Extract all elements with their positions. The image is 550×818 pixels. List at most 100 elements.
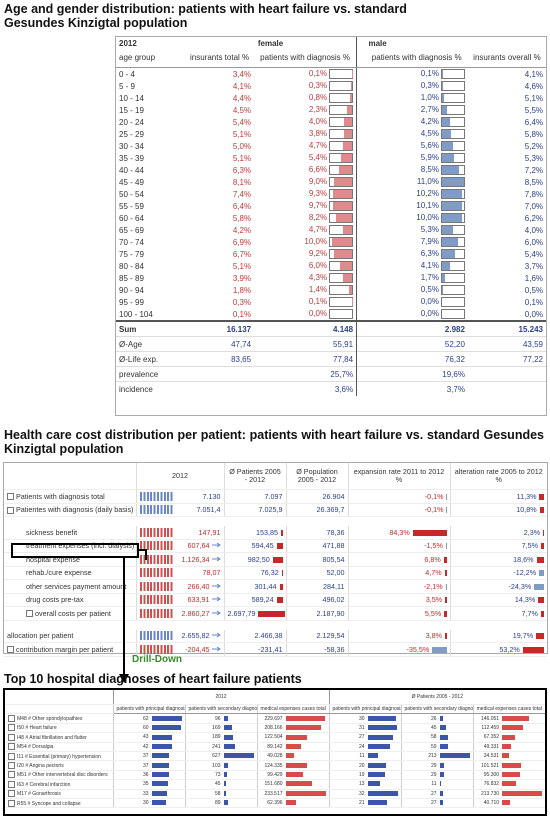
- table-cell: 7.051,4: [135, 503, 224, 517]
- row-label: M17 # Gonarthrosis: [5, 789, 113, 799]
- table-row: 10 - 14 4,4% 0,8% 1,0% 5,1%: [116, 92, 546, 104]
- cell-text: 0,0%: [420, 297, 439, 307]
- table-cell: -231,41: [223, 642, 286, 657]
- cell-text: 19,7%: [512, 631, 534, 641]
- bar-box: [440, 129, 465, 139]
- row-label: hospital expense: [4, 552, 136, 567]
- bar-box: [440, 249, 465, 259]
- table-cell: 15.243: [467, 320, 546, 337]
- table-cell: 6,4%: [468, 116, 546, 128]
- bar-box: [440, 285, 465, 295]
- value-bar: [151, 790, 168, 796]
- spacer: [356, 366, 366, 382]
- table-cell: 9,0%: [254, 176, 356, 188]
- bar-box: [440, 273, 465, 283]
- cell-text: 233.517: [264, 790, 283, 797]
- table-cell: 83,65: [185, 351, 255, 367]
- table-cell: 4,7%: [254, 140, 356, 152]
- table-cell: 3,8%: [254, 128, 356, 140]
- cell-text: 29: [430, 762, 437, 769]
- cell-text: M51 # Other intervertebral disc disorder…: [17, 772, 108, 779]
- female-bar: [333, 250, 353, 258]
- value-bar: [285, 715, 325, 721]
- cell-text: 32: [358, 790, 365, 797]
- cell-text: 589,24: [251, 595, 274, 605]
- trend-arrow: [211, 610, 221, 616]
- bar-box: [329, 201, 354, 211]
- section-title: Age and gender distribution: patients wi…: [4, 2, 407, 30]
- spacer: [356, 351, 366, 367]
- table-cell: 10 - 14: [116, 92, 185, 104]
- row-label: other services payment amount: [4, 579, 136, 594]
- cell-text: 70 - 74: [119, 237, 144, 247]
- table-row: 55 - 59 6,4% 9,7% 10,1% 7,0%: [116, 200, 546, 212]
- table-cell: 7,4%: [185, 188, 254, 200]
- cell-text: 33: [142, 790, 149, 797]
- expand-icon: [26, 610, 33, 618]
- header-row: 2012 Ø Patients 2005 - 2012 Ø Population 2…: [4, 463, 547, 490]
- column-header: Ø Patients 2005 - 2012: [223, 463, 286, 490]
- table-cell: 45 - 49: [116, 176, 185, 188]
- cell-text: I48 # Atrial fibrillation and flutter: [17, 734, 87, 741]
- value-bar: [367, 725, 397, 731]
- table-cell: 35: [112, 779, 185, 790]
- value-bar: [536, 633, 544, 640]
- table-cell: [467, 366, 546, 382]
- sparkline: [139, 644, 174, 654]
- cell-text: 26: [430, 715, 437, 722]
- cell-text: 2.187,90: [316, 608, 345, 618]
- bar-box: [329, 189, 354, 199]
- table-cell: 471,88: [285, 539, 348, 553]
- cell-text: 25,7%: [330, 369, 354, 379]
- value-bar: [534, 583, 544, 590]
- table-row: Patients with diagnosis total 7.130 7.097 2…: [4, 489, 547, 504]
- bar-box: [440, 225, 465, 235]
- cell-text: -2,1%: [423, 581, 443, 591]
- bar-box: [440, 105, 465, 115]
- table-cell: 100 - 104: [116, 308, 185, 321]
- header-row: age group insurants total % patients with …: [116, 49, 546, 68]
- sparkline: [139, 505, 174, 515]
- bar-box: [329, 225, 354, 235]
- table-cell: 5,4%: [254, 152, 356, 164]
- cell-text: Sum: [119, 324, 137, 334]
- table-cell: 9,2%: [254, 248, 356, 260]
- cost-table: 2012 Ø Patients 2005 - 2012 Ø Population 2…: [4, 463, 547, 657]
- cell-text: 76.832: [483, 781, 500, 788]
- table-row: treatment expenses (incl. dialysis) 607,6…: [4, 539, 547, 553]
- value-bar: [151, 781, 169, 787]
- table-row: 20 - 24 5,4% 4,0% 4,2% 6,4%: [116, 116, 546, 128]
- value-bar: [502, 734, 515, 740]
- table-cell: 35 - 39: [116, 152, 185, 164]
- bar-box: [329, 273, 354, 283]
- bar-box: [440, 141, 465, 151]
- cell-text: 27: [430, 790, 437, 797]
- table-cell: 30: [328, 713, 402, 724]
- value-bar: [444, 570, 447, 577]
- cell-text: 0,1%: [524, 297, 543, 307]
- table-cell: 7,2%: [468, 164, 546, 176]
- table-row: drug costs pre-tax 633,91 589,24 496,02 3,5%…: [4, 593, 547, 607]
- expand-icon: [8, 733, 15, 741]
- table-row: 65 - 69 4,2% 4,7% 5,3% 4,0%: [116, 224, 546, 236]
- table-cell: 633,91: [135, 593, 224, 607]
- value-bar: [367, 781, 380, 787]
- cell-text: M48 # Other spondylopathies: [17, 715, 83, 722]
- trend-arrow: [211, 556, 221, 562]
- value-bar: [151, 743, 172, 749]
- table-cell: 31: [328, 723, 402, 734]
- cell-text: 19,6%: [442, 369, 465, 379]
- cell-text: 0,3%: [232, 297, 252, 307]
- row-label: Patientes with diagnosis (daily basis): [4, 503, 136, 517]
- table-cell: 3,8%: [347, 629, 450, 643]
- expand-icon: [8, 762, 15, 770]
- value-bar: [536, 556, 544, 563]
- table-row: 30 - 34 5,0% 4,7% 5,6% 5,2%: [116, 140, 546, 152]
- table-cell: 29: [400, 770, 474, 781]
- row-label: I11 # Essential (primary) hypertension: [5, 751, 113, 762]
- female-bar: [340, 262, 353, 270]
- cell-text: 169: [212, 724, 221, 731]
- table-cell: 67.352: [472, 732, 546, 743]
- table-cell: 19: [328, 770, 402, 781]
